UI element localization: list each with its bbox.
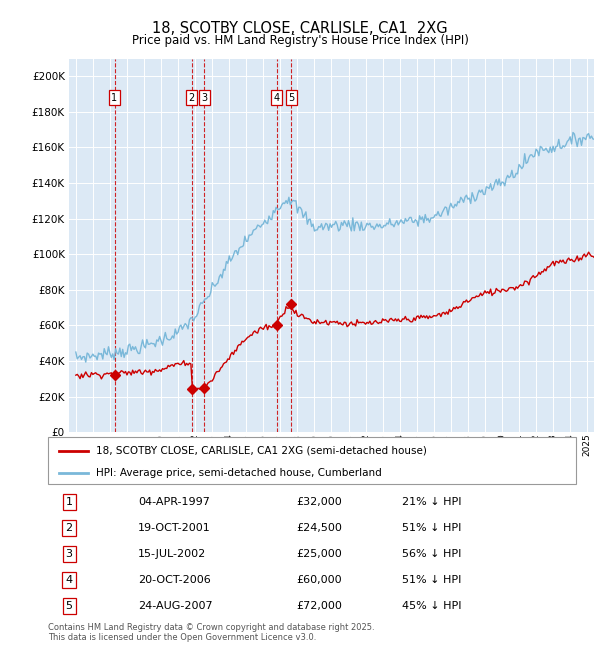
Text: 51% ↓ HPI: 51% ↓ HPI	[402, 575, 461, 585]
Text: 1: 1	[65, 497, 73, 507]
Text: £25,000: £25,000	[296, 549, 342, 559]
Text: 04-APR-1997: 04-APR-1997	[138, 497, 209, 507]
Text: 3: 3	[65, 549, 73, 559]
Text: 24-AUG-2007: 24-AUG-2007	[138, 601, 212, 611]
Text: 4: 4	[65, 575, 73, 585]
Text: 1: 1	[112, 93, 118, 103]
Text: £60,000: £60,000	[296, 575, 342, 585]
Text: 2: 2	[188, 93, 195, 103]
Text: 21% ↓ HPI: 21% ↓ HPI	[402, 497, 461, 507]
Text: 51% ↓ HPI: 51% ↓ HPI	[402, 523, 461, 533]
FancyBboxPatch shape	[48, 437, 576, 484]
Text: 2: 2	[65, 523, 73, 533]
Text: 20-OCT-2006: 20-OCT-2006	[138, 575, 211, 585]
Text: £72,000: £72,000	[296, 601, 342, 611]
Text: Price paid vs. HM Land Registry's House Price Index (HPI): Price paid vs. HM Land Registry's House …	[131, 34, 469, 47]
Text: 3: 3	[201, 93, 208, 103]
Text: £32,000: £32,000	[296, 497, 342, 507]
Text: 5: 5	[65, 601, 73, 611]
Text: 19-OCT-2001: 19-OCT-2001	[138, 523, 211, 533]
Text: 15-JUL-2002: 15-JUL-2002	[138, 549, 206, 559]
Text: 18, SCOTBY CLOSE, CARLISLE, CA1 2XG (semi-detached house): 18, SCOTBY CLOSE, CARLISLE, CA1 2XG (sem…	[95, 445, 427, 456]
Text: 56% ↓ HPI: 56% ↓ HPI	[402, 549, 461, 559]
Text: 18, SCOTBY CLOSE, CARLISLE, CA1  2XG: 18, SCOTBY CLOSE, CARLISLE, CA1 2XG	[152, 21, 448, 36]
Text: Contains HM Land Registry data © Crown copyright and database right 2025.
This d: Contains HM Land Registry data © Crown c…	[48, 623, 374, 642]
Text: 4: 4	[274, 93, 280, 103]
Text: HPI: Average price, semi-detached house, Cumberland: HPI: Average price, semi-detached house,…	[95, 467, 381, 478]
Text: 5: 5	[289, 93, 295, 103]
Text: 45% ↓ HPI: 45% ↓ HPI	[402, 601, 461, 611]
Text: £24,500: £24,500	[296, 523, 342, 533]
